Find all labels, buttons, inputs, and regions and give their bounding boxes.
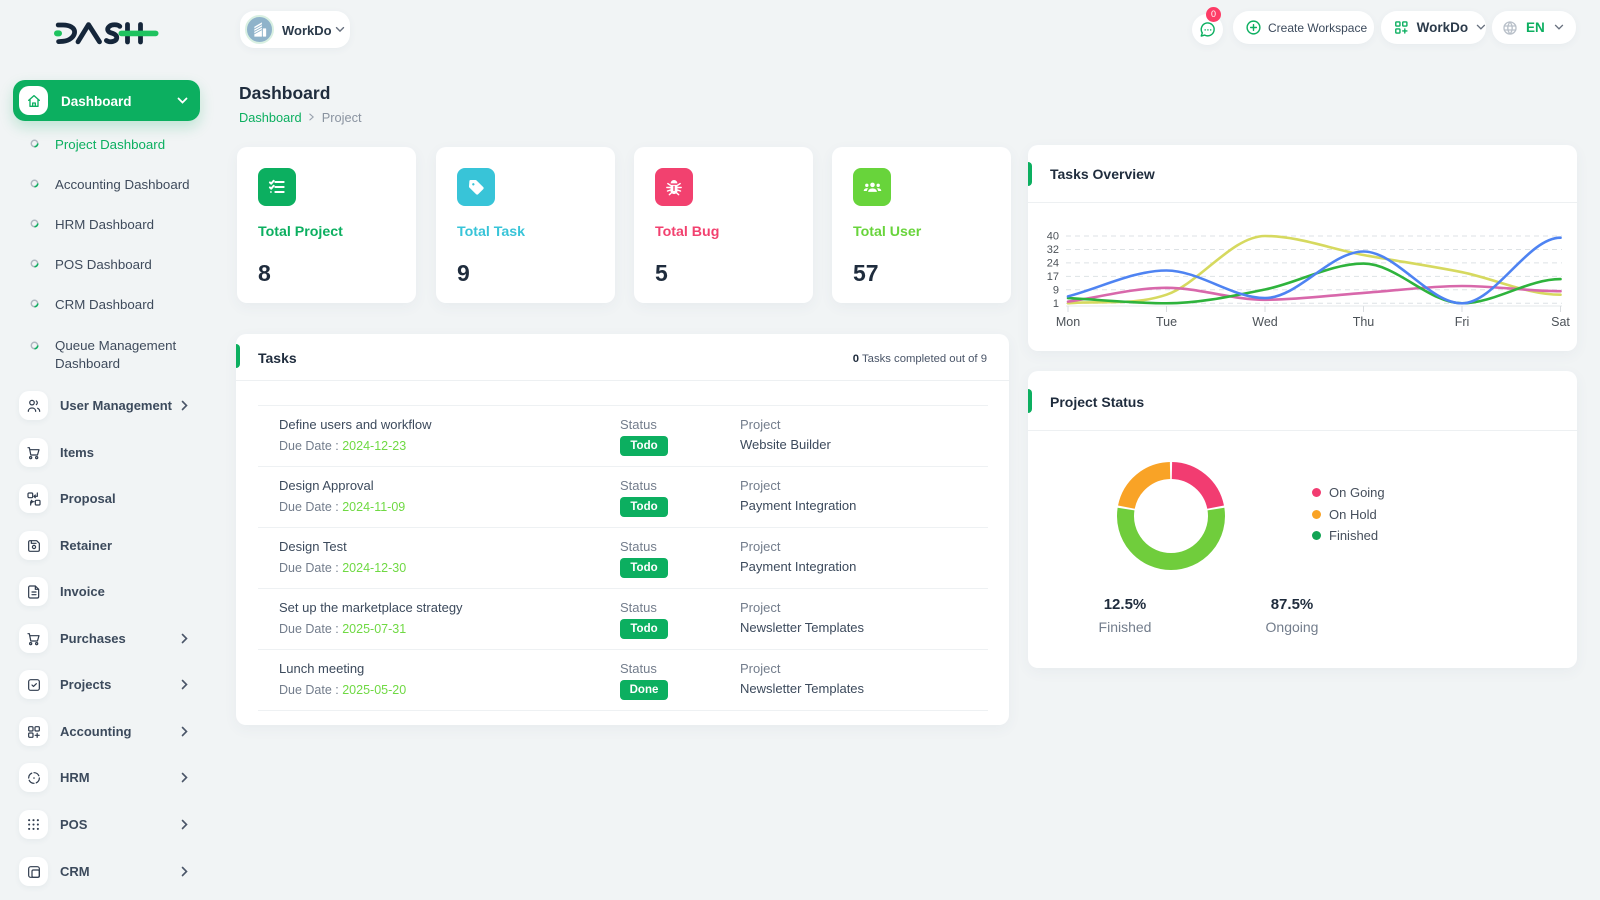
svg-text:Sat: Sat <box>1551 315 1570 329</box>
svg-text:17: 17 <box>1047 271 1059 283</box>
svg-text:Mon: Mon <box>1056 315 1080 329</box>
svg-text:Wed: Wed <box>1252 315 1278 329</box>
svg-text:24: 24 <box>1047 257 1059 269</box>
svg-text:1: 1 <box>1053 298 1059 310</box>
svg-text:Fri: Fri <box>1455 315 1470 329</box>
svg-text:Thu: Thu <box>1353 315 1375 329</box>
svg-text:40: 40 <box>1047 231 1059 243</box>
svg-text:32: 32 <box>1047 244 1059 256</box>
svg-text:9: 9 <box>1053 284 1059 296</box>
svg-text:Tue: Tue <box>1156 315 1177 329</box>
